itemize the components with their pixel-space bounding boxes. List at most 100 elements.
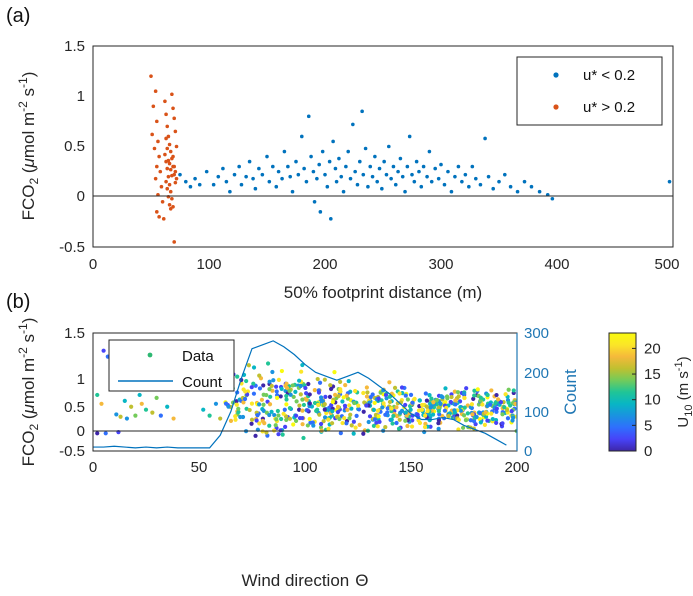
scatter-point-u-low — [368, 164, 373, 169]
scatter-point-data — [485, 403, 490, 409]
scatter-point-data — [272, 412, 277, 418]
y-tick-label: 1 — [77, 371, 85, 388]
scatter-point-data — [351, 431, 356, 436]
scatter-point-data — [427, 418, 432, 423]
x-tick-label: 0 — [89, 256, 97, 273]
scatter-point-data — [372, 400, 377, 406]
scatter-point-data — [276, 432, 281, 437]
scatter-point-data — [375, 408, 381, 413]
scatter-point-data — [376, 414, 381, 419]
scatter-point-data — [329, 403, 334, 408]
scatter-point-data — [261, 402, 266, 407]
scatter-point-u-low — [421, 164, 426, 169]
scatter-point-data — [430, 412, 436, 417]
scatter-point-data — [396, 426, 402, 431]
scatter-point-u-low — [344, 164, 348, 169]
y-tick-label: 0.5 — [64, 399, 85, 416]
scatter-point-data — [494, 406, 499, 411]
scatter-point-data — [494, 409, 499, 414]
scatter-point-data — [274, 384, 279, 389]
scatter-point-u-high — [157, 154, 161, 159]
right-tick-label: 200 — [524, 365, 549, 382]
panel-a-points — [149, 74, 672, 244]
scatter-point-data — [341, 395, 346, 400]
scatter-point-data — [456, 417, 461, 423]
scatter-point-u-low — [436, 176, 441, 181]
scatter-point-data — [446, 414, 451, 419]
scatter-point-u-low — [375, 179, 380, 184]
scatter-point-u-high — [174, 144, 179, 149]
scatter-point-data — [436, 421, 441, 426]
scatter-point-data — [361, 431, 366, 436]
panel-b-y-ticks: -0.5 0 0.5 1 1.5 — [59, 325, 85, 460]
scatter-point-u-high — [166, 194, 171, 199]
scatter-point-data — [276, 413, 281, 418]
scatter-point-data — [296, 407, 302, 412]
scatter-point-data — [99, 401, 104, 406]
scatter-point-data — [403, 393, 408, 398]
scatter-point-data — [338, 431, 343, 436]
scatter-point-data — [478, 420, 483, 425]
scatter-point-u-high — [171, 106, 175, 111]
scatter-point-data — [383, 393, 389, 398]
colorbar-tick-label: 5 — [644, 417, 652, 434]
scatter-point-data — [352, 400, 357, 406]
scatter-point-data — [294, 413, 299, 418]
scatter-point-u-low — [667, 179, 672, 184]
scatter-point-data — [500, 421, 505, 426]
scatter-point-data — [474, 414, 479, 420]
scatter-point-data — [270, 369, 275, 375]
scatter-point-data — [356, 407, 362, 412]
scatter-point-data — [103, 431, 108, 436]
scatter-point-data — [316, 402, 321, 407]
colorbar-tick-label: 10 — [644, 392, 661, 409]
scatter-point-data — [344, 421, 349, 426]
scatter-point-data — [257, 386, 263, 391]
scatter-point-data — [338, 379, 343, 385]
scatter-point-u-high — [165, 146, 170, 151]
scatter-point-data — [332, 370, 337, 375]
scatter-point-u-low — [312, 199, 317, 204]
scatter-point-data — [95, 431, 100, 436]
scatter-point-u-low — [282, 149, 287, 154]
scatter-point-data — [478, 395, 483, 400]
scatter-point-u-low — [387, 144, 391, 149]
scatter-point-data — [500, 412, 505, 417]
scatter-point-data — [207, 413, 212, 418]
scatter-point-u-low — [380, 186, 384, 191]
scatter-point-data — [297, 415, 303, 421]
scatter-point-data — [471, 396, 476, 402]
scatter-point-u-low — [453, 174, 457, 179]
panel-b-x-axis-label: Wind direction Θ — [242, 571, 369, 590]
scatter-point-data — [287, 406, 292, 411]
scatter-point-data — [287, 388, 292, 394]
scatter-point-u-low — [351, 122, 355, 127]
scatter-point-u-low — [384, 172, 389, 177]
scatter-point-data — [403, 418, 408, 423]
scatter-point-u-high — [153, 89, 158, 94]
scatter-point-data — [318, 421, 324, 427]
scatter-point-data — [375, 424, 380, 429]
scatter-point-data — [385, 406, 390, 411]
scatter-point-data — [436, 405, 441, 411]
scatter-point-data — [453, 398, 458, 403]
scatter-point-data — [420, 402, 425, 408]
scatter-point-data — [354, 413, 359, 418]
scatter-point-data — [425, 408, 430, 414]
scatter-point-data — [279, 386, 284, 391]
y-tick-label: 0 — [77, 188, 85, 205]
scatter-point-data — [246, 363, 251, 368]
scatter-point-data — [366, 419, 371, 425]
scatter-point-data — [399, 385, 405, 390]
scatter-point-data — [423, 413, 428, 418]
scatter-point-data — [356, 403, 361, 408]
scatter-point-u-high — [168, 149, 173, 154]
scatter-point-u-low — [188, 184, 193, 189]
scatter-point-data — [241, 400, 246, 405]
scatter-point-data — [362, 400, 367, 405]
scatter-point-data — [443, 386, 448, 391]
x-tick-label: 0 — [89, 459, 97, 476]
scatter-point-u-low — [389, 176, 393, 181]
scatter-point-u-low — [265, 154, 269, 159]
right-tick-label: 0 — [524, 443, 532, 460]
